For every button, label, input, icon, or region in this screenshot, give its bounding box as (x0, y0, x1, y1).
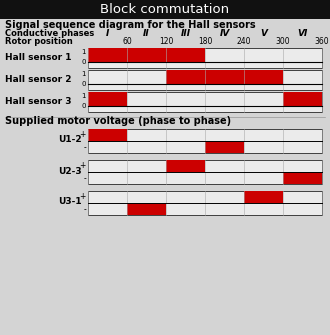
Text: 180: 180 (198, 37, 212, 46)
Text: Conductive phases: Conductive phases (5, 28, 94, 38)
Bar (127, 203, 166, 215)
Text: II: II (143, 28, 150, 38)
Bar (88, 160, 322, 184)
Bar (244, 191, 283, 203)
Text: Supplied motor voltage (phase to phase): Supplied motor voltage (phase to phase) (5, 116, 231, 126)
Text: 360: 360 (315, 37, 329, 46)
Text: 300: 300 (276, 37, 290, 46)
Bar (283, 92, 322, 106)
Bar (88, 92, 127, 106)
Bar (205, 141, 244, 153)
Text: +: + (80, 192, 86, 201)
Text: Rotor position: Rotor position (5, 37, 73, 46)
Text: +: + (80, 130, 86, 139)
Text: 1: 1 (82, 49, 86, 55)
Bar (88, 48, 322, 68)
Text: -: - (83, 205, 86, 214)
Text: Hall sensor 2: Hall sensor 2 (5, 74, 72, 83)
Bar (88, 129, 127, 141)
Text: 1: 1 (82, 93, 86, 99)
Text: +: + (80, 161, 86, 170)
Bar (88, 191, 322, 215)
Text: Signal sequence diagram for the Hall sensors: Signal sequence diagram for the Hall sen… (5, 20, 256, 30)
Bar (283, 172, 322, 184)
Text: 0: 0 (82, 81, 86, 87)
Bar (0, 0, 330, 19)
Text: 0: 0 (82, 59, 86, 65)
Text: 240: 240 (237, 37, 251, 46)
Bar (166, 160, 205, 172)
Text: -: - (83, 143, 86, 152)
Text: Hall sensor 1: Hall sensor 1 (5, 53, 72, 62)
Bar (166, 70, 283, 84)
Text: U2-3: U2-3 (58, 166, 82, 176)
Text: -: - (83, 174, 86, 183)
Text: 1: 1 (82, 71, 86, 77)
Text: I: I (106, 28, 109, 38)
Text: 120: 120 (159, 37, 173, 46)
Text: Block commutation: Block commutation (100, 3, 230, 16)
Text: III: III (181, 28, 190, 38)
Bar (88, 129, 322, 153)
Text: U1-2: U1-2 (58, 135, 82, 144)
Text: VI: VI (297, 28, 308, 38)
Text: 0: 0 (82, 103, 86, 109)
Text: IV: IV (219, 28, 230, 38)
Bar (88, 70, 322, 90)
Text: 60: 60 (122, 37, 132, 46)
Text: U3-1: U3-1 (58, 198, 82, 206)
Text: Hall sensor 3: Hall sensor 3 (5, 96, 72, 106)
Bar (88, 48, 205, 62)
Bar (88, 92, 322, 112)
Text: V: V (260, 28, 267, 38)
